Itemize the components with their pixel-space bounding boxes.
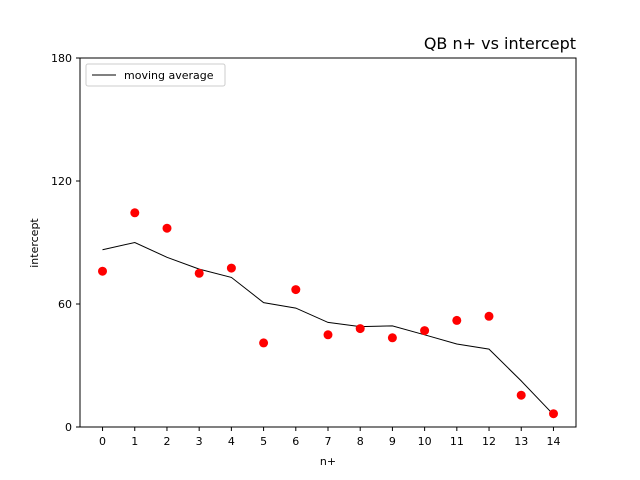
x-tick-label: 11 (450, 435, 464, 448)
x-tick-label: 10 (418, 435, 432, 448)
x-tick-label: 6 (292, 435, 299, 448)
x-tick-label: 4 (228, 435, 235, 448)
x-tick-label: 7 (325, 435, 332, 448)
scatter-point (194, 268, 204, 278)
scatter-point (452, 315, 462, 325)
legend: moving average (85, 63, 226, 87)
scatter-point (226, 263, 236, 273)
y-tick-label: 60 (58, 298, 72, 311)
chart-title: QB n+ vs intercept (424, 34, 576, 53)
x-axis: 0 1 2 3 4 5 6 7 8 9 10 11 12 13 14 (99, 427, 560, 448)
x-tick-label: 9 (389, 435, 396, 448)
x-tick-label: 3 (196, 435, 203, 448)
scatter-point (387, 333, 397, 343)
scatter-point (323, 330, 333, 340)
scatter-point (259, 338, 269, 348)
scatter-point (549, 409, 558, 419)
x-tick-label: 13 (514, 435, 528, 448)
y-tick-label: 180 (51, 52, 72, 65)
scatter-point (291, 285, 301, 295)
x-tick-label: 0 (99, 435, 106, 448)
y-tick-label: 0 (65, 421, 72, 434)
x-axis-label: n+ (320, 455, 336, 468)
scatter-point (130, 208, 140, 218)
scatter-point (420, 326, 430, 336)
legend-box (85, 63, 226, 87)
x-tick-label: 5 (260, 435, 267, 448)
x-tick-label: 8 (357, 435, 364, 448)
scatter-point (98, 266, 107, 276)
x-tick-label: 1 (131, 435, 138, 448)
legend-label-moving-average: moving average (124, 69, 214, 82)
x-tick-label: 2 (163, 435, 170, 448)
series-line-moving-average (102, 241, 554, 416)
x-tick-label: 14 (546, 435, 560, 448)
plot-area (98, 208, 558, 419)
scatter-point (516, 390, 526, 400)
scatter-point (162, 223, 172, 233)
scatter-point (355, 324, 365, 334)
scatter-point (484, 311, 494, 321)
y-axis-label: intercept (28, 218, 41, 268)
y-axis: 0 60 120 180 (51, 52, 80, 434)
y-tick-label: 120 (51, 175, 72, 188)
x-tick-label: 12 (482, 435, 496, 448)
